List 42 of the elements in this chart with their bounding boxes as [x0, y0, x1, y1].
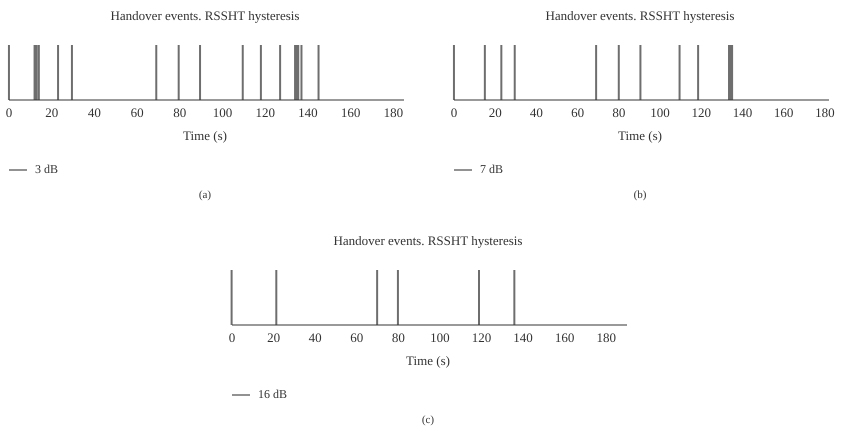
x-tick-label: 100 [212, 105, 232, 120]
chart-title: Handover events. RSSHT hysteresis [332, 233, 524, 249]
x-tick-label: 0 [228, 330, 236, 346]
x-tick-label: 20 [45, 105, 58, 120]
x-tick-label: 0 [450, 105, 458, 120]
x-tick-label: 40 [88, 105, 101, 120]
x-tick-label: 20 [267, 330, 280, 346]
x-tick-label: 180 [384, 105, 404, 120]
x-tick-label: 60 [350, 330, 364, 346]
chart-title: Handover events. RSSHT hysteresis [110, 8, 300, 24]
legend-label: 7 dB [480, 162, 504, 177]
x-axis-title: Time (s) [617, 128, 663, 144]
x-tick-label: 140 [513, 330, 533, 346]
x-tick-label: 180 [815, 105, 835, 120]
x-tick-label: 160 [774, 105, 794, 120]
x-tick-label: 60 [130, 105, 144, 120]
legend-label: 16 dB [258, 387, 288, 402]
x-tick-label: 140 [732, 105, 752, 120]
text: (b) [632, 189, 648, 201]
x-axis-title: Time (s) [182, 128, 228, 144]
x-tick-label: 40 [530, 105, 543, 120]
x-tick-label: 40 [308, 330, 322, 346]
x-tick-label: 80 [612, 105, 626, 120]
x-axis-title: Time (s) [405, 353, 451, 369]
text: (c) [420, 414, 436, 426]
x-tick-label: 80 [173, 105, 186, 120]
x-tick-label: 120 [255, 105, 275, 120]
x-tick-label: 140 [298, 105, 318, 120]
chart-title: Handover events. RSSHT hysteresis [544, 8, 736, 24]
text: (a) [198, 189, 212, 201]
x-tick-label: 0 [6, 105, 12, 120]
x-tick-label: 100 [650, 105, 670, 120]
x-tick-label: 60 [571, 105, 584, 120]
x-tick-label: 180 [596, 330, 616, 346]
legend-label: 3 dB [35, 162, 58, 177]
x-tick-label: 120 [472, 330, 492, 346]
x-tick-label: 100 [430, 330, 450, 346]
x-tick-label: 160 [340, 105, 360, 120]
x-tick-label: 160 [554, 330, 574, 346]
x-tick-label: 20 [488, 105, 502, 120]
x-tick-label: 120 [692, 105, 712, 120]
x-tick-label: 80 [392, 330, 405, 346]
